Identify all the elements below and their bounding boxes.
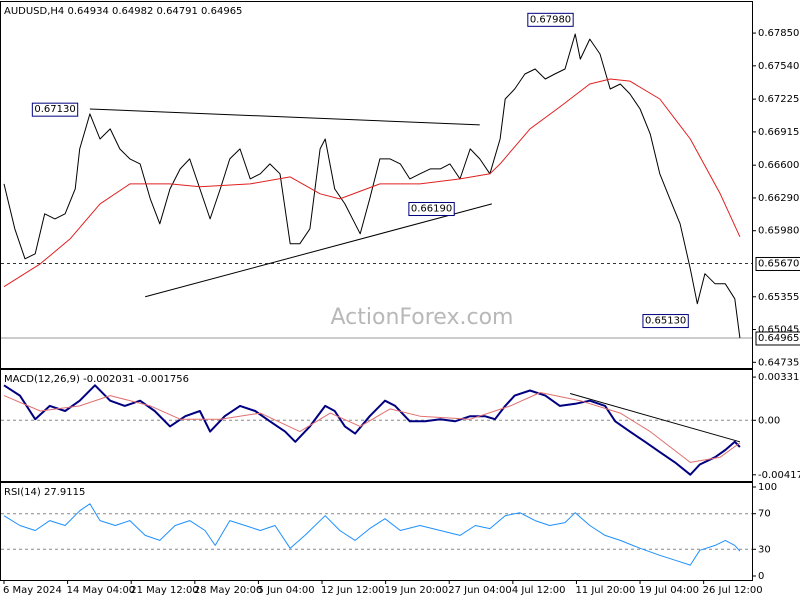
label-box [755, 331, 800, 346]
x-tick-label: 6 May 2024 [3, 585, 62, 596]
annotation-label: 0.67130 [34, 104, 75, 115]
pane-frame [0, 369, 753, 482]
label-box [408, 202, 455, 217]
y-tick-label: 30 [758, 544, 771, 555]
y-tick-label: 70 [758, 509, 771, 520]
x-tick-label: 19 Jun 20:00 [385, 585, 449, 596]
x-tick-label: 27 Jun 04:00 [448, 585, 512, 596]
y-tick-label: 100 [758, 482, 777, 493]
x-tick-label: 28 May 20:00 [194, 585, 263, 596]
y-tick-label: 0.00 [758, 415, 780, 426]
series-line [3, 33, 741, 339]
pane-title: RSI(14) 27.9115 [4, 487, 85, 498]
x-tick-label: 5 Jun 04:00 [257, 585, 314, 596]
x-tick-label: 19 Jul 04:00 [639, 585, 699, 596]
x-tick-label: 11 Jul 20:00 [575, 585, 635, 596]
y-tick-label: -0.004178 [758, 470, 800, 481]
series-line [3, 503, 741, 566]
label-box [31, 102, 79, 117]
y-tick-label: 0.003311 [758, 372, 800, 383]
y-tick-label: 0.65355 [758, 292, 799, 303]
y-tick-label: 0.67225 [758, 94, 799, 105]
trendline [569, 393, 741, 443]
label-box [755, 256, 800, 271]
pane-title: MACD(12,26,9) -0.002031 -0.001756 [4, 374, 189, 385]
pane-frame [0, 482, 753, 581]
pane-title: AUDUSD,H4 0.64934 0.64982 0.64791 0.6496… [4, 6, 242, 17]
series-line [3, 392, 741, 463]
y-tick-label: 0.66915 [758, 127, 799, 138]
annotation-label: 0.67980 [530, 14, 571, 25]
x-tick-label: 14 May 04:00 [67, 585, 136, 596]
level-label: 0.64965 [758, 333, 799, 344]
series-line [3, 384, 741, 476]
label-box [527, 12, 574, 27]
x-tick-label: 26 Jul 12:00 [703, 585, 763, 596]
y-tick-label: 0.67540 [758, 61, 799, 72]
y-tick-label: 0.65980 [758, 226, 799, 237]
trendline [145, 203, 492, 298]
x-tick-label: 4 Jul 12:00 [512, 585, 566, 596]
trendline [89, 108, 480, 126]
y-tick-label: 0.65045 [758, 325, 799, 336]
label-box [642, 314, 689, 329]
y-tick-label: 0.67850 [758, 28, 799, 39]
y-tick-label: 0.66600 [758, 160, 799, 171]
level-label: 0.65670 [758, 258, 799, 269]
annotation-label: 0.66190 [411, 204, 452, 215]
y-tick-label: 0.64735 [758, 357, 799, 368]
pane-frame [0, 1, 753, 369]
x-tick-label: 21 May 12:00 [130, 585, 199, 596]
y-tick-label: 0.66290 [758, 193, 799, 204]
series-line [3, 78, 741, 288]
annotation-label: 0.65130 [645, 316, 686, 327]
y-tick-label: 0 [758, 571, 764, 582]
x-tick-label: 12 Jun 12:00 [321, 585, 385, 596]
watermark: ActionForex.com [331, 305, 514, 330]
